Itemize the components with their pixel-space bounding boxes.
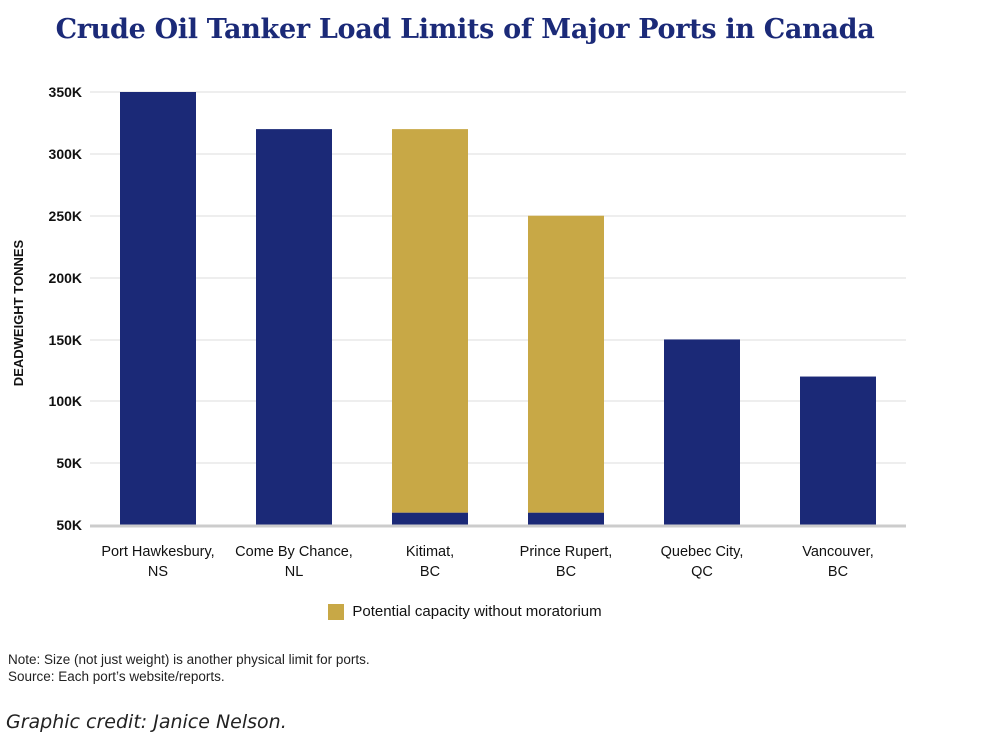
chart-title: Crude Oil Tanker Load Limits of Major Po…	[55, 14, 875, 45]
x-tick-label: Kitimat,	[406, 544, 454, 560]
legend: Potential capacity without moratorium	[0, 603, 930, 620]
y-tick-label: 200K	[49, 270, 82, 286]
bar-primary	[800, 376, 876, 525]
notes: Note: Size (not just weight) is another …	[8, 651, 370, 685]
bar-potential	[528, 215, 604, 513]
x-tick-label: Prince Rupert,	[520, 544, 613, 560]
bar-primary	[120, 92, 196, 525]
note-text: Note: Size (not just weight) is another …	[8, 652, 370, 667]
x-tick-label: NS	[148, 564, 168, 580]
graphic-credit: Graphic credit: Janice Nelson.	[6, 711, 287, 733]
bar-primary	[664, 339, 740, 525]
x-tick-label: QC	[691, 564, 713, 580]
y-tick-label: 100K	[49, 393, 82, 409]
x-tick-label: BC	[828, 564, 848, 580]
y-axis-label: DEADWEIGHT TONNES	[11, 239, 26, 386]
x-tick-label: Quebec City,	[661, 544, 744, 560]
y-tick-label: 300K	[49, 146, 82, 162]
x-tick-label: BC	[556, 564, 576, 580]
bar-potential	[392, 129, 468, 513]
y-tick-label: 50K	[56, 517, 82, 533]
bar-primary	[528, 512, 604, 525]
y-tick-label: 50K	[56, 455, 82, 471]
x-tick-label: BC	[420, 564, 440, 580]
x-tick-label: NL	[285, 564, 304, 580]
legend-swatch-potential	[328, 603, 345, 620]
bar-primary	[392, 512, 468, 525]
y-tick-label: 350K	[49, 84, 82, 100]
y-tick-label: 150K	[49, 332, 82, 348]
legend-label-potential: Potential capacity without moratorium	[352, 603, 602, 620]
x-tick-label: Come By Chance,	[235, 544, 353, 560]
y-tick-label: 250K	[49, 208, 82, 224]
x-tick-label: Port Hawkesbury,	[101, 544, 214, 560]
source-text: Source: Each port’s website/reports.	[8, 669, 225, 684]
x-tick-label: Vancouver,	[802, 544, 873, 560]
bar-chart: 50K 50K 100K 150K 200K 250K 300K 350K DEADWEIGHT…	[11, 84, 906, 580]
bar-primary	[256, 129, 332, 525]
